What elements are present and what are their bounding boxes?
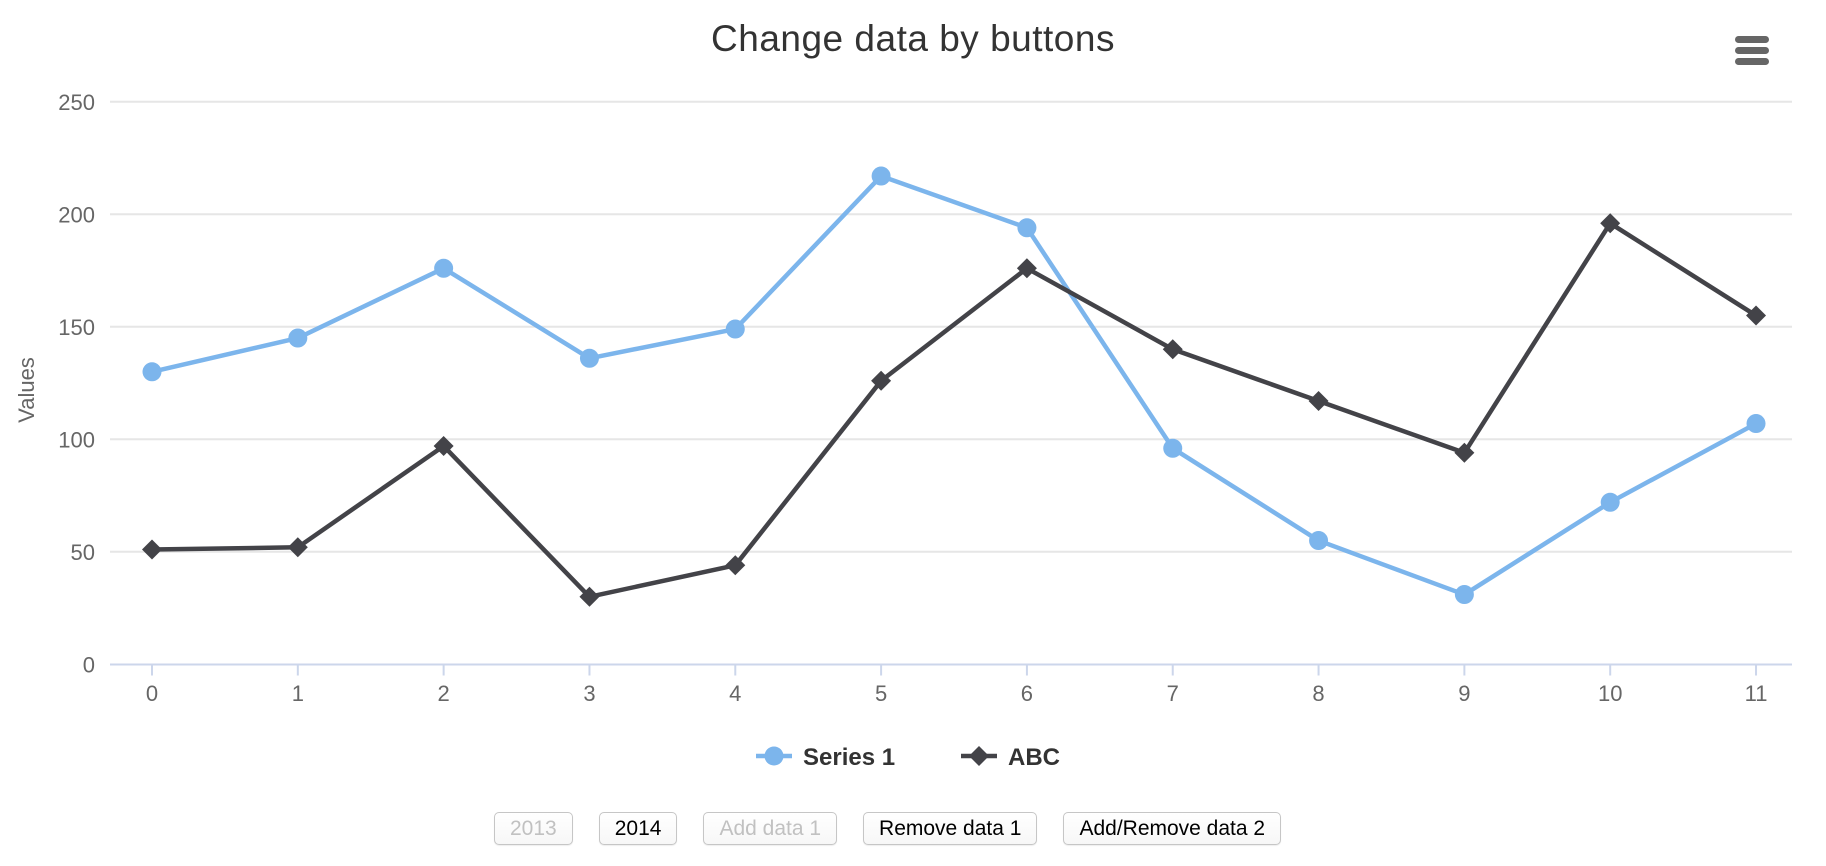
x-axis-label: 10 <box>1598 681 1622 706</box>
button-row: 2013 2014 Add data 1 Remove data 1 Add/Remov… <box>494 812 1282 845</box>
series-marker[interactable] <box>1016 258 1037 279</box>
series-marker[interactable] <box>1017 218 1037 238</box>
legend-item-abc[interactable]: ABC <box>961 744 1060 771</box>
button-2014[interactable]: 2014 <box>598 812 678 845</box>
hamburger-bar <box>1735 58 1769 65</box>
x-axis-label: 6 <box>1021 681 1033 706</box>
series-marker[interactable] <box>764 746 784 766</box>
series-marker[interactable] <box>1746 414 1766 434</box>
series-marker[interactable] <box>287 537 308 558</box>
x-axis-label: 9 <box>1458 681 1470 706</box>
legend-label: Series 1 <box>803 744 895 771</box>
y-axis-label: 200 <box>58 202 95 227</box>
y-axis-label: 150 <box>58 315 95 340</box>
button-add-remove-data-2[interactable]: Add/Remove data 2 <box>1063 812 1282 845</box>
chart-canvas: 0 1 2 3 4 5 6 7 8 9 10 11 0 50 100 150 200 250 Values Serie… <box>14 90 1792 771</box>
button-remove-data-1[interactable]: Remove data 1 <box>863 812 1038 845</box>
series-marker[interactable] <box>871 370 892 391</box>
y-axis-label: 50 <box>71 540 95 565</box>
series-marker[interactable] <box>1454 585 1474 605</box>
x-axis-label: 1 <box>292 681 304 706</box>
series-marker[interactable] <box>142 539 162 560</box>
legend-label: ABC <box>1008 744 1060 771</box>
x-axis-label: 3 <box>583 681 595 706</box>
series-marker[interactable] <box>969 746 989 766</box>
legend-item-series-1[interactable]: Series 1 <box>756 744 895 771</box>
series-marker[interactable] <box>725 319 745 339</box>
x-axis-label: 5 <box>875 681 887 706</box>
x-axis-label: 2 <box>438 681 450 706</box>
series-marker[interactable] <box>142 362 162 382</box>
series-marker[interactable] <box>1309 531 1329 551</box>
x-axis-label: 4 <box>729 681 741 706</box>
series-marker[interactable] <box>1454 442 1475 463</box>
series-marker[interactable] <box>1600 492 1620 512</box>
series-marker[interactable] <box>1163 438 1183 458</box>
y-axis-label: 250 <box>58 90 95 115</box>
button-2013: 2013 <box>494 812 573 845</box>
series-line-abc <box>149 221 1759 600</box>
series-marker[interactable] <box>1162 339 1183 360</box>
series-marker[interactable] <box>1746 305 1767 326</box>
series-marker[interactable] <box>871 166 891 186</box>
series-marker[interactable] <box>1308 391 1329 412</box>
button-add-data-1: Add data 1 <box>703 812 838 845</box>
x-axis-label: 11 <box>1745 681 1768 706</box>
y-axis-title: Values <box>14 357 39 423</box>
series-marker[interactable] <box>579 348 599 368</box>
series-marker[interactable] <box>579 586 600 607</box>
x-axis-label: 8 <box>1312 681 1324 706</box>
y-axis-label: 0 <box>83 652 95 677</box>
x-axis-label: 7 <box>1167 681 1179 706</box>
hamburger-bar <box>1735 36 1769 43</box>
series-marker[interactable] <box>434 258 454 278</box>
chart-title: Change data by buttons <box>711 18 1115 59</box>
y-axis-label: 100 <box>58 427 95 452</box>
series-marker[interactable] <box>725 555 746 576</box>
hamburger-menu-icon[interactable] <box>1735 36 1769 66</box>
series-marker[interactable] <box>433 436 454 457</box>
series-abc <box>142 213 1767 607</box>
x-axis-label: 0 <box>146 681 158 706</box>
series-marker[interactable] <box>288 328 308 348</box>
hamburger-bar <box>1735 47 1769 54</box>
series-line-series-1 <box>149 173 1759 597</box>
series-marker[interactable] <box>1600 213 1621 234</box>
series-series-1 <box>142 166 1766 605</box>
